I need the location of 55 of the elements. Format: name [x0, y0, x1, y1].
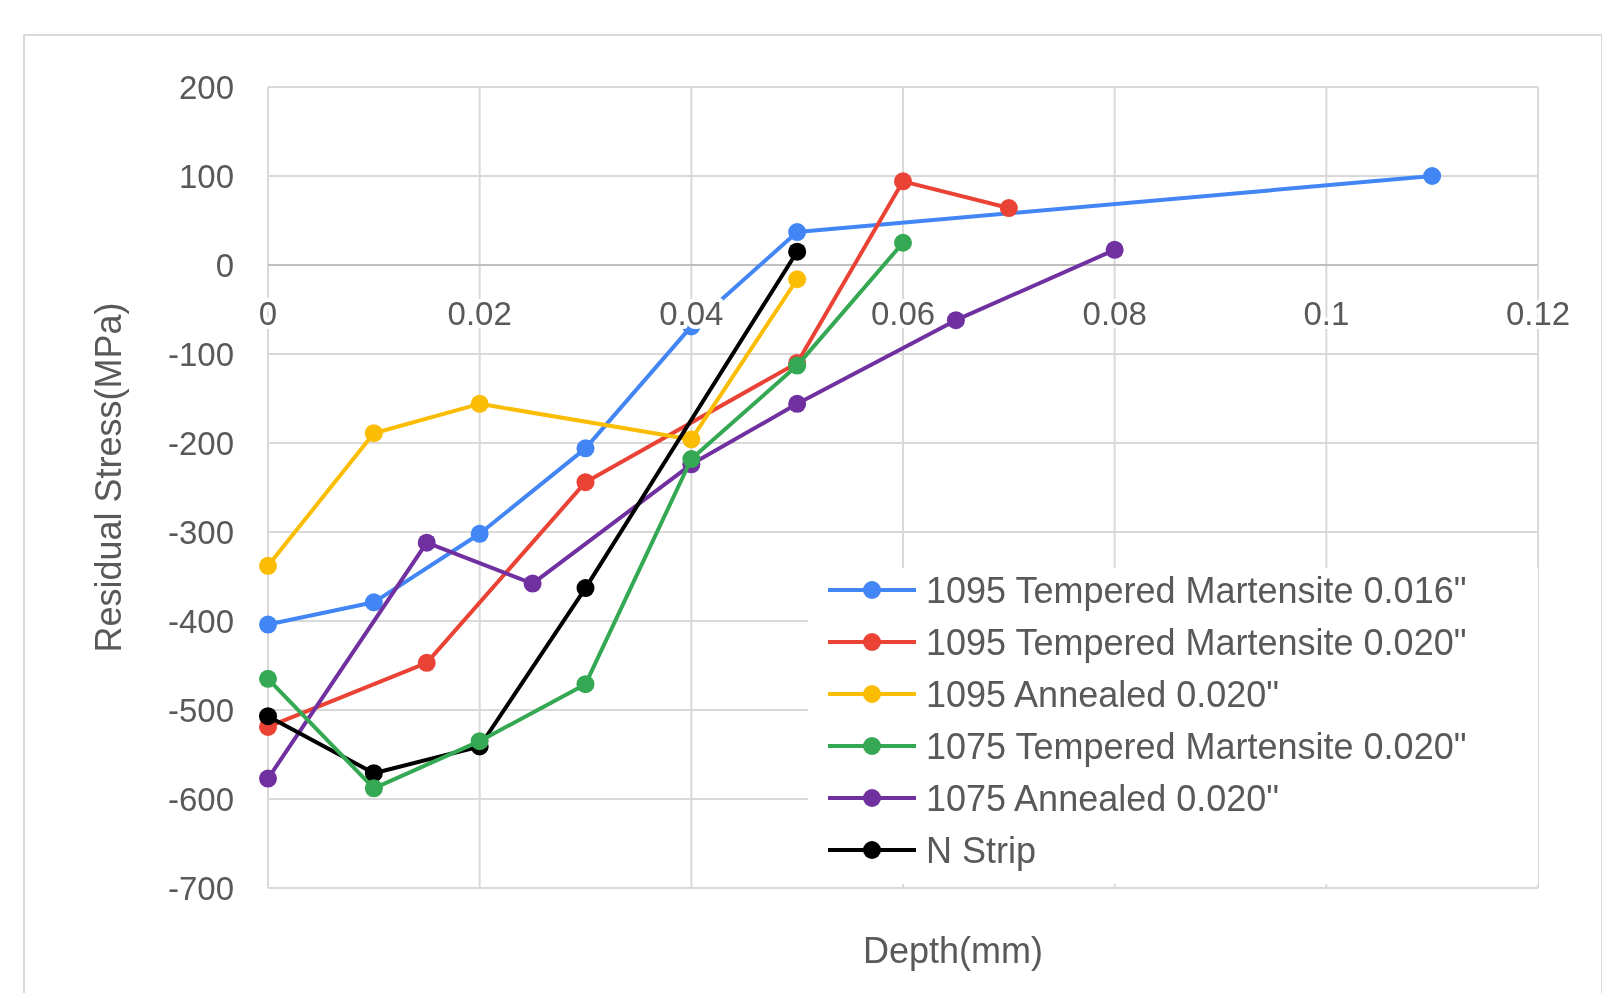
- point: [470, 732, 489, 751]
- x-tick-label: 0.02: [447, 295, 512, 332]
- point: [894, 172, 912, 191]
- point: [259, 707, 277, 726]
- point: [682, 450, 701, 469]
- point: [1423, 167, 1442, 185]
- point: [364, 779, 383, 798]
- point: [576, 579, 595, 598]
- legend-label: N Strip: [926, 829, 1037, 871]
- x-tick-label: 0: [258, 295, 278, 332]
- point: [894, 233, 912, 252]
- legend-label: 1095 Tempered Martensite 0.016": [926, 569, 1467, 611]
- point: [1105, 240, 1124, 259]
- point: [788, 242, 807, 261]
- y-tick-label: -400: [167, 602, 234, 640]
- point: [364, 424, 383, 443]
- legend-label: 1075 Annealed 0.020": [926, 777, 1280, 819]
- y-tick-label: 100: [178, 157, 234, 195]
- point: [523, 574, 542, 593]
- point: [576, 473, 595, 492]
- y-tick-label: 0: [215, 246, 234, 284]
- legend-label: 1075 Tempered Martensite 0.020": [926, 725, 1467, 767]
- point: [788, 394, 807, 413]
- point: [576, 439, 595, 458]
- y-tick-label: 200: [178, 68, 234, 106]
- point: [417, 653, 436, 672]
- point: [946, 311, 965, 330]
- point: [470, 394, 489, 413]
- point: [788, 270, 807, 289]
- y-tick-label: -700: [167, 869, 234, 907]
- y-tick-label: -300: [167, 513, 234, 551]
- point: [259, 669, 277, 688]
- y-tick-label: -500: [167, 691, 234, 729]
- x-tick-label: 0.1: [1303, 295, 1350, 332]
- legend-label: 1095 Annealed 0.020": [926, 673, 1280, 715]
- point: [259, 615, 277, 634]
- legend-label: 1095 Tempered Martensite 0.020": [926, 621, 1467, 663]
- x-tick-label: 0.08: [1082, 295, 1147, 332]
- point: [259, 769, 277, 788]
- y-tick-label: -100: [167, 335, 234, 373]
- y-tick-label: -200: [167, 424, 234, 462]
- point: [576, 675, 595, 694]
- x-tick-label: 0.12: [1505, 295, 1571, 332]
- point: [417, 533, 436, 552]
- point: [364, 764, 383, 783]
- point: [470, 524, 489, 543]
- point: [364, 593, 383, 612]
- y-axis-title: Residual Stress(MPa): [88, 302, 129, 653]
- point: [259, 556, 277, 575]
- point: [682, 430, 701, 449]
- point: [999, 199, 1018, 218]
- y-tick-label: -600: [167, 780, 234, 818]
- x-axis-title: Depth(mm): [862, 930, 1044, 971]
- x-tick-label: 0.06: [870, 295, 936, 332]
- point: [788, 223, 807, 242]
